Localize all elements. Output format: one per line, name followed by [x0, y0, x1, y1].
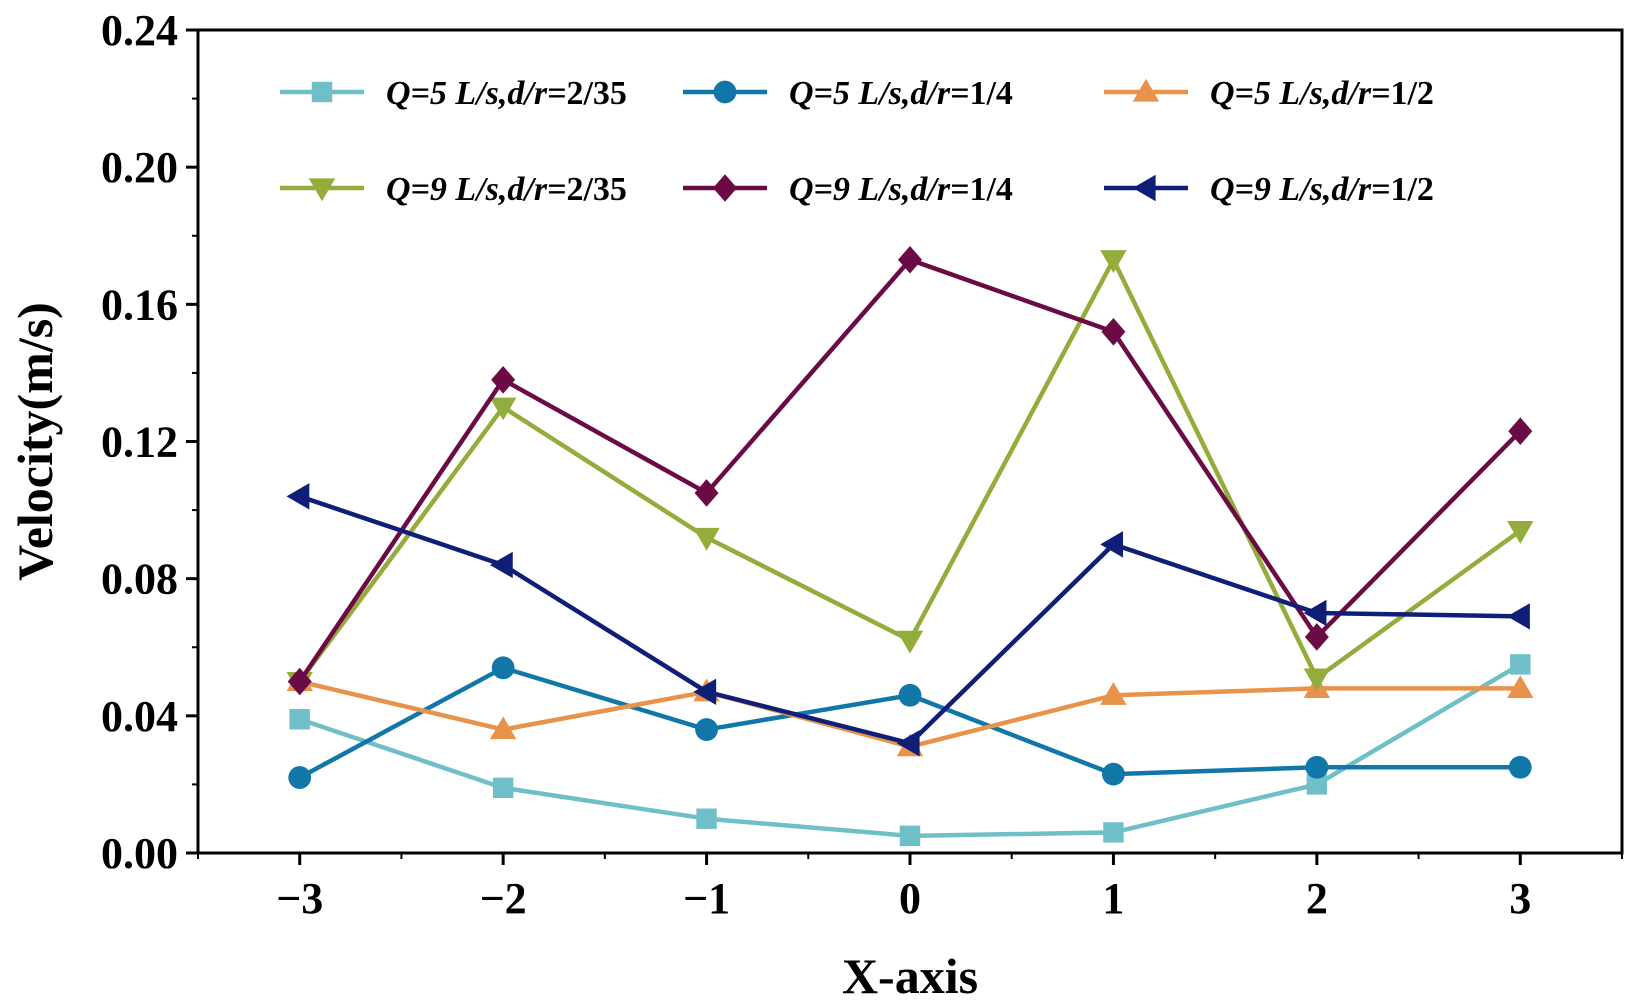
- data-point: [286, 483, 310, 510]
- data-point: [289, 709, 310, 730]
- x-tick-label: 3: [1509, 874, 1531, 923]
- x-tick-label: 1: [1102, 874, 1124, 923]
- x-tick-label: 2: [1306, 874, 1328, 923]
- data-point: [1304, 623, 1329, 651]
- data-point: [489, 716, 517, 740]
- legend-label: Q=5 L/s,d/r=1/2: [1210, 75, 1434, 112]
- series-5: [287, 245, 1533, 696]
- data-point: [899, 825, 921, 847]
- data-point: [898, 245, 922, 274]
- legend-item: Q=9 L/s,d/r=1/4: [683, 171, 1013, 208]
- data-point: [287, 667, 312, 696]
- data-point: [1507, 675, 1534, 698]
- data-point: [693, 678, 717, 706]
- legend-swatch-marker: [308, 178, 336, 202]
- data-point: [696, 808, 717, 829]
- data-point: [1305, 755, 1329, 779]
- y-axis-title: Velocity(m/s): [7, 302, 63, 581]
- data-point: [489, 551, 513, 579]
- legend-label: Q=9 L/s,d/r=1/4: [789, 171, 1013, 208]
- data-point: [695, 718, 718, 741]
- data-point: [1101, 317, 1126, 346]
- data-point: [288, 766, 312, 789]
- y-tick-label: 0.00: [101, 829, 178, 878]
- legend-swatch-marker: [1132, 174, 1156, 202]
- legend-item: Q=5 L/s,d/r=2/35: [280, 75, 627, 112]
- legend-swatch-marker: [713, 80, 737, 104]
- y-tick-label: 0.04: [101, 692, 178, 741]
- data-point: [1100, 250, 1127, 273]
- data-point: [492, 777, 514, 799]
- data-point: [1102, 762, 1125, 786]
- data-point: [693, 527, 720, 551]
- y-tick-label: 0.12: [101, 418, 178, 467]
- x-tick-label: −2: [480, 874, 527, 923]
- legend-item: Q=5 L/s,d/r=1/4: [683, 75, 1013, 112]
- x-tick-label: −3: [276, 874, 323, 923]
- y-tick-label: 0.24: [101, 6, 178, 55]
- data-point: [896, 630, 924, 654]
- legend-label: Q=9 L/s,d/r=2/35: [386, 171, 627, 208]
- data-point: [896, 730, 920, 757]
- data-point: [1507, 603, 1530, 630]
- legend-swatch-marker: [311, 81, 333, 103]
- x-tick-label: 0: [899, 874, 921, 923]
- series-6: [286, 483, 1530, 757]
- data-point: [1508, 417, 1533, 446]
- data-point: [1508, 755, 1532, 779]
- legend-swatch-marker: [713, 174, 737, 202]
- data-point: [1306, 774, 1328, 795]
- legend-item: Q=9 L/s,d/r=1/2: [1104, 171, 1434, 208]
- data-point: [1100, 682, 1127, 705]
- legend-label: Q=5 L/s,d/r=2/35: [386, 75, 627, 112]
- y-tick-label: 0.16: [101, 280, 178, 329]
- data-point: [491, 656, 515, 680]
- series-layer: [286, 245, 1534, 847]
- data-point: [1510, 654, 1531, 675]
- legend-label: Q=9 L/s,d/r=1/2: [1210, 171, 1434, 208]
- y-tick-label: 0.08: [101, 555, 178, 604]
- data-point: [489, 397, 517, 421]
- axes: 0.00 0.04 0.08 0.12 0.16 0.20 0.24 −3 −2 −1 0 1 2 3: [101, 6, 1623, 923]
- series-2: [288, 656, 1532, 789]
- x-axis-title: X-axis: [842, 948, 978, 1004]
- legend-label: Q=5 L/s,d/r=1/4: [789, 75, 1013, 112]
- legend-swatch-marker: [1132, 78, 1160, 102]
- data-point: [1303, 599, 1327, 627]
- data-point: [1303, 668, 1331, 692]
- legend-item: Q=5 L/s,d/r=1/2: [1104, 75, 1434, 112]
- legend: Q=5 L/s,d/r=2/35 Q=5 L/s,d/r=1/4 Q=5 L/s,d…: [280, 75, 1434, 208]
- data-point: [491, 365, 516, 394]
- data-point: [1507, 521, 1534, 544]
- data-point: [694, 479, 719, 507]
- y-tick-label: 0.20: [101, 143, 178, 192]
- legend-item: Q=9 L/s,d/r=2/35: [280, 171, 627, 208]
- data-point: [1103, 822, 1124, 843]
- series-1: [289, 654, 1531, 847]
- x-tick-label: −1: [683, 874, 730, 923]
- data-point: [898, 683, 922, 707]
- plot-frame: [196, 28, 1624, 855]
- data-point: [1100, 531, 1124, 558]
